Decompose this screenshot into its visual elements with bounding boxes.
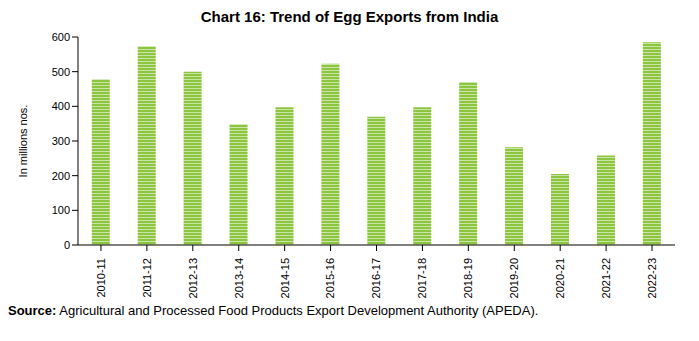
svg-text:500: 500 <box>52 66 70 78</box>
svg-text:2017-18: 2017-18 <box>416 258 428 298</box>
svg-text:300: 300 <box>52 135 70 147</box>
svg-text:2012-13: 2012-13 <box>187 258 199 298</box>
svg-text:2021-22: 2021-22 <box>600 258 612 298</box>
html-text:Source: Agricultural and Proce: Source: Agricultural and Processed Food … <box>8 303 539 318</box>
svg-text:2018-19: 2018-19 <box>462 258 474 298</box>
svg-text:In millions nos.: In millions nos. <box>17 105 29 178</box>
svg-text:600: 600 <box>52 31 70 43</box>
svg-text:2020-21: 2020-21 <box>554 258 566 298</box>
svg-text:200: 200 <box>52 170 70 182</box>
svg-text:2016-17: 2016-17 <box>370 258 382 298</box>
svg-text:2015-16: 2015-16 <box>324 258 336 298</box>
svg-text:2013-14: 2013-14 <box>233 258 245 298</box>
html-text:Chart 16: Trend of Egg Exports: Chart 16: Trend of Egg Exports from Indi… <box>200 8 499 25</box>
svg-text:2022-23: 2022-23 <box>646 258 658 298</box>
svg-text:0: 0 <box>64 239 70 251</box>
svg-text:100: 100 <box>52 204 70 216</box>
svg-text:2010-11: 2010-11 <box>95 258 107 298</box>
svg-text:2014-15: 2014-15 <box>279 258 291 298</box>
svg-text:400: 400 <box>52 100 70 112</box>
svg-text:2011-12: 2011-12 <box>141 258 153 298</box>
svg-text:2019-20: 2019-20 <box>508 258 520 298</box>
